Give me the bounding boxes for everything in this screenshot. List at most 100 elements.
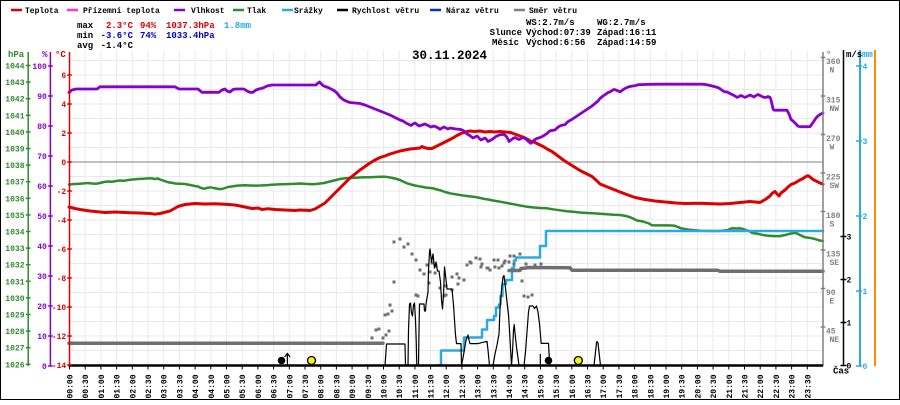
svg-text:min: min [77,31,93,41]
svg-text:4: 4 [863,63,868,72]
svg-text:Západ:14:59: Západ:14:59 [597,38,656,48]
svg-text:1036: 1036 [5,195,24,204]
svg-text:Srážky: Srážky [294,7,323,16]
svg-text:45: 45 [826,327,836,336]
svg-text:10: 10 [37,333,47,342]
svg-text:SW: SW [830,182,840,191]
svg-text:10:30: 10:30 [396,374,405,398]
svg-text:NW: NW [830,105,840,114]
svg-text:-8: -8 [57,275,67,284]
svg-text:94%: 94% [140,21,157,31]
svg-text:0: 0 [61,159,66,168]
svg-text:90: 90 [826,289,836,298]
svg-text:40: 40 [37,243,47,252]
svg-text:S: S [830,220,835,229]
svg-text:60: 60 [37,183,47,192]
svg-text:13:30: 13:30 [490,374,499,398]
svg-text:-3.6°C: -3.6°C [101,31,134,41]
svg-text:14:00: 14:00 [506,374,515,398]
svg-text:Náraz větru: Náraz větru [446,7,499,16]
svg-text:2: 2 [61,130,66,139]
svg-text:hPa: hPa [8,50,25,60]
svg-text:02:00: 02:00 [129,374,138,398]
svg-text:23:00: 23:00 [789,374,798,398]
svg-text:09:00: 09:00 [349,374,358,398]
svg-text:18:00: 18:00 [632,374,641,398]
svg-text:06:00: 06:00 [255,374,264,398]
svg-text:50: 50 [37,213,47,222]
svg-text:E: E [830,297,835,306]
svg-text:01:00: 01:00 [98,374,107,398]
svg-text:22:30: 22:30 [773,374,782,398]
svg-text:14:30: 14:30 [522,374,531,398]
svg-text:07:30: 07:30 [302,374,311,398]
svg-text:02:30: 02:30 [145,374,154,398]
svg-text:270: 270 [826,135,841,144]
svg-text:04:30: 04:30 [208,374,217,398]
svg-text:15:00: 15:00 [537,374,546,398]
svg-text:3: 3 [847,234,852,243]
svg-text:13:00: 13:00 [475,374,484,398]
svg-text:135: 135 [826,250,841,259]
svg-text:16:30: 16:30 [585,374,594,398]
svg-text:19:30: 19:30 [679,374,688,398]
svg-text:80: 80 [37,123,47,132]
svg-text:Čas: Čas [833,366,849,377]
svg-text:1029: 1029 [5,312,24,321]
svg-text:11:30: 11:30 [428,374,437,398]
svg-text:2: 2 [863,213,868,222]
svg-text:18:30: 18:30 [647,374,656,398]
svg-text:Teplota: Teplota [25,7,59,16]
svg-text:180: 180 [826,212,841,221]
svg-text:03:30: 03:30 [176,374,185,398]
svg-text:20:00: 20:00 [694,374,703,398]
svg-text:06:30: 06:30 [271,374,280,398]
svg-text:-2: -2 [57,188,67,197]
svg-text:360: 360 [826,58,841,67]
svg-text:1037: 1037 [5,179,24,188]
svg-text:1033.4hPa: 1033.4hPa [166,31,215,41]
svg-text:SE: SE [830,259,840,268]
svg-text:10:00: 10:00 [381,374,390,398]
svg-text:12:30: 12:30 [459,374,468,398]
svg-text:22:00: 22:00 [757,374,766,398]
svg-text:-1.4°C: -1.4°C [101,41,134,51]
svg-text:0: 0 [847,363,852,372]
svg-text:225: 225 [826,173,841,182]
svg-text:N: N [830,66,835,75]
svg-text:1: 1 [863,288,868,297]
svg-text:04:00: 04:00 [192,374,201,398]
svg-text:°: ° [826,50,831,60]
svg-text:1042: 1042 [5,96,24,105]
svg-text:Rychlost větru: Rychlost větru [352,7,419,16]
svg-text:-4: -4 [57,217,67,226]
svg-text:03:00: 03:00 [161,374,170,398]
svg-text:17:00: 17:00 [600,374,609,398]
svg-text:1034: 1034 [5,229,24,238]
svg-text:0: 0 [42,363,47,372]
svg-text:17:30: 17:30 [616,374,625,398]
svg-text:05:30: 05:30 [239,374,248,398]
svg-text:19:00: 19:00 [663,374,672,398]
svg-text:00:30: 00:30 [82,374,91,398]
svg-text:1040: 1040 [5,129,24,138]
svg-text:Tlak: Tlak [247,7,266,16]
svg-text:2: 2 [847,277,852,286]
svg-text:01:30: 01:30 [114,374,123,398]
svg-text:2.3°C: 2.3°C [106,21,134,31]
svg-text:15:30: 15:30 [553,374,562,398]
svg-text:Západ:16:11: Západ:16:11 [597,28,657,38]
svg-text:11:00: 11:00 [412,374,421,398]
svg-text:Slunce: Slunce [490,28,522,38]
svg-text:4: 4 [61,101,66,110]
svg-text:1: 1 [847,320,852,329]
svg-text:70: 70 [37,153,47,162]
svg-text:1030: 1030 [5,295,24,304]
svg-text:1043: 1043 [5,79,24,88]
svg-text:Východ:6:56: Východ:6:56 [526,38,585,48]
svg-text:-6: -6 [57,246,67,255]
svg-text:00:00: 00:00 [67,374,76,398]
svg-text:avg: avg [77,41,93,51]
svg-text:08:30: 08:30 [333,374,342,398]
svg-text:WG:2.7m/s: WG:2.7m/s [597,18,646,28]
